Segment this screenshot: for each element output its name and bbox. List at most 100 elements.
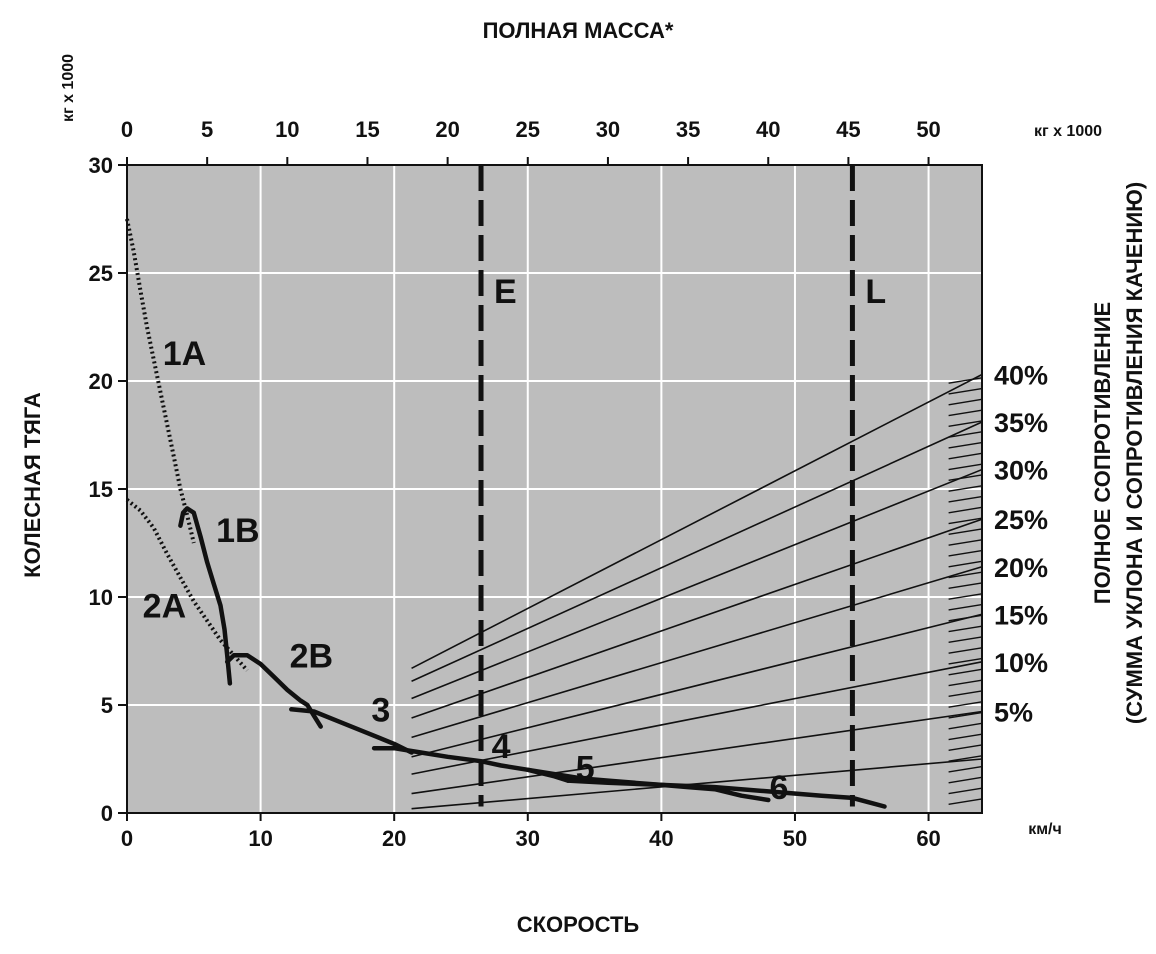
x-tick-label-60: 60	[916, 826, 940, 851]
curve-label-2B: 2B	[290, 637, 333, 675]
hatch-mark-25	[948, 528, 983, 536]
resistance-label-20%: 20%	[994, 553, 1048, 583]
hatch-mark-28	[948, 495, 983, 503]
resistance-line-3	[411, 518, 983, 719]
hatch-mark-20	[948, 582, 983, 590]
curve-label-2A: 2A	[143, 588, 186, 626]
hatch-mark-0	[948, 798, 983, 806]
hatch-mark-3	[948, 765, 983, 773]
x-axis-unit: км/ч	[1028, 821, 1062, 838]
y-tick-label-25: 25	[89, 261, 113, 286]
resistance-line-2	[411, 468, 983, 700]
curve-1A	[125, 218, 196, 544]
hatch-mark-19	[948, 593, 983, 600]
resistance-line-6	[411, 661, 983, 775]
mass-line-label-E: E	[494, 273, 517, 311]
right-axis-title-line2: (СУММА УКЛОНА И СОПРОТИВЛЕНИЯ КАЧЕНИЮ)	[1122, 182, 1147, 724]
y-tick-label-30: 30	[89, 153, 113, 178]
hatch-mark-14	[948, 647, 983, 654]
hatch-mark-34	[948, 431, 983, 438]
hatch-mark-27	[948, 506, 983, 514]
top-tick-label-40: 40	[756, 117, 780, 142]
curve-6	[565, 778, 887, 809]
y-tick-label-0: 0	[101, 801, 113, 826]
hatch-mark-10	[948, 690, 983, 698]
hatch-mark-30	[948, 474, 983, 482]
hatch-mark-35	[948, 420, 983, 428]
y-tick-label-20: 20	[89, 369, 113, 394]
resistance-label-40%: 40%	[994, 361, 1048, 391]
resistance-line-1	[411, 421, 983, 682]
hatch-mark-33	[948, 441, 983, 449]
top-tick-label-15: 15	[355, 117, 379, 142]
x-tick-label-50: 50	[783, 826, 807, 851]
hatch-mark-24	[948, 539, 983, 546]
hatch-mark-38	[948, 387, 983, 395]
hatch-mark-26	[948, 517, 983, 525]
curve-3	[289, 707, 414, 755]
grid-lines	[127, 165, 982, 813]
hatch-mark-37	[948, 398, 983, 406]
hatch-mark-8	[948, 711, 983, 719]
resistance-line-5	[411, 613, 983, 758]
resistance-label-5%: 5%	[994, 697, 1033, 727]
resistance-hatch	[948, 377, 983, 806]
curve-label-5: 5	[576, 750, 595, 788]
top-tick-label-45: 45	[836, 117, 860, 142]
hatch-mark-12	[948, 668, 983, 676]
resistance-label-15%: 15%	[994, 600, 1048, 630]
hatch-mark-21	[948, 571, 983, 579]
hatch-mark-18	[948, 603, 983, 611]
x-tick-label-20: 20	[382, 826, 406, 851]
hatch-mark-7	[948, 722, 983, 730]
resistance-line-8	[411, 758, 983, 810]
hatch-mark-15	[948, 636, 983, 644]
hatch-mark-6	[948, 733, 983, 741]
mass-lines	[478, 165, 855, 807]
top-tick-label-35: 35	[676, 117, 700, 142]
hatch-mark-2	[948, 776, 983, 784]
x-tick-label-10: 10	[248, 826, 272, 851]
resistance-label-25%: 25%	[994, 505, 1048, 535]
y-tick-label-15: 15	[89, 477, 113, 502]
curve-label-4: 4	[492, 728, 511, 766]
right-axis-title-line1: ПОЛНОЕ СОПРОТИВЛЕНИЕ	[1090, 302, 1115, 604]
chart-labels: 40% 35% 30% 25% 20% 15% 10% 5% E L 1A 1B 2A 2B 3 4 5 6	[143, 273, 1048, 807]
y-tick-label-5: 5	[101, 693, 113, 718]
top-tick-label-5: 5	[201, 117, 213, 142]
top-tick-label-25: 25	[516, 117, 540, 142]
top-axis-unit: кг x 1000	[1034, 123, 1102, 140]
resistance-label-35%: 35%	[994, 408, 1048, 438]
hatch-mark-1	[948, 787, 983, 795]
resistance-fan-lines	[411, 373, 983, 810]
resistance-label-30%: 30%	[994, 456, 1048, 486]
hatch-mark-36	[948, 409, 983, 417]
hatch-mark-22	[948, 560, 983, 568]
hatch-mark-31	[948, 463, 983, 471]
top-tick-label-20: 20	[435, 117, 459, 142]
traction-curves	[125, 218, 887, 809]
curve-label-3: 3	[371, 691, 390, 729]
hatch-mark-39	[948, 377, 983, 384]
hatch-mark-29	[948, 485, 983, 492]
hatch-mark-32	[948, 452, 983, 460]
top-tick-label-0: 0	[121, 117, 133, 142]
x-tick-label-0: 0	[121, 826, 133, 851]
hatch-mark-9	[948, 701, 983, 708]
curve-label-6: 6	[769, 769, 788, 807]
hatch-mark-4	[948, 755, 983, 762]
curve-label-1B: 1B	[216, 512, 259, 550]
curve-1B	[178, 506, 233, 686]
hatch-mark-16	[948, 625, 983, 633]
hatch-mark-13	[948, 657, 983, 665]
x-tick-label-30: 30	[516, 826, 540, 851]
resistance-line-4	[411, 565, 983, 739]
chart-title: ПОЛНАЯ МАССА*	[483, 18, 674, 43]
y-axis-title: КОЛЕСНАЯ ТЯГА	[20, 392, 45, 578]
curve-label-1A: 1A	[163, 335, 206, 373]
hatch-mark-17	[948, 614, 983, 622]
top-tick-label-10: 10	[275, 117, 299, 142]
y-tick-label-10: 10	[89, 585, 113, 610]
